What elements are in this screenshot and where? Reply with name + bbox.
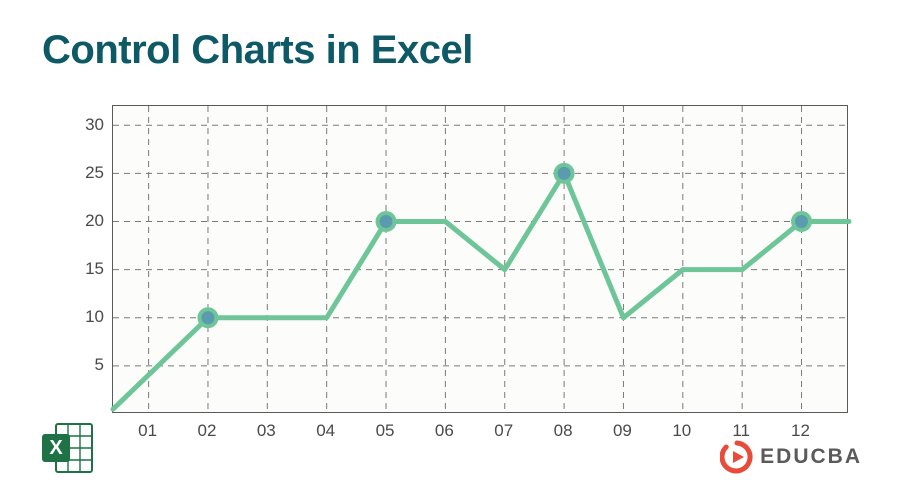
play-icon <box>720 440 754 474</box>
y-tick-label: 15 <box>76 259 104 279</box>
chart-markers <box>199 165 810 326</box>
y-tick-label: 30 <box>76 115 104 135</box>
x-tick-label: 04 <box>316 421 335 441</box>
x-tick-label: 10 <box>672 421 691 441</box>
x-tick-label: 06 <box>435 421 454 441</box>
educba-logo: EDUCBA <box>720 440 862 474</box>
excel-icon: X <box>40 420 96 476</box>
chart-svg <box>113 106 847 412</box>
y-tick-label: 5 <box>76 355 104 375</box>
x-tick-label: 11 <box>732 421 750 441</box>
svg-text:X: X <box>49 437 63 459</box>
x-tick-label: 09 <box>613 421 632 441</box>
page-title: Control Charts in Excel <box>42 28 473 73</box>
chart-grid <box>113 106 849 414</box>
chart-line <box>113 173 849 409</box>
y-tick-label: 25 <box>76 163 104 183</box>
control-chart <box>112 105 848 413</box>
x-tick-label: 08 <box>554 421 573 441</box>
x-tick-label: 12 <box>791 421 810 441</box>
x-tick-label: 05 <box>376 421 395 441</box>
x-tick-label: 02 <box>197 421 216 441</box>
logo-text: EDUCBA <box>760 445 862 469</box>
x-tick-label: 01 <box>138 421 157 441</box>
x-tick-label: 07 <box>494 421 513 441</box>
y-tick-label: 10 <box>76 307 104 327</box>
x-tick-label: 03 <box>257 421 276 441</box>
y-tick-label: 20 <box>76 211 104 231</box>
